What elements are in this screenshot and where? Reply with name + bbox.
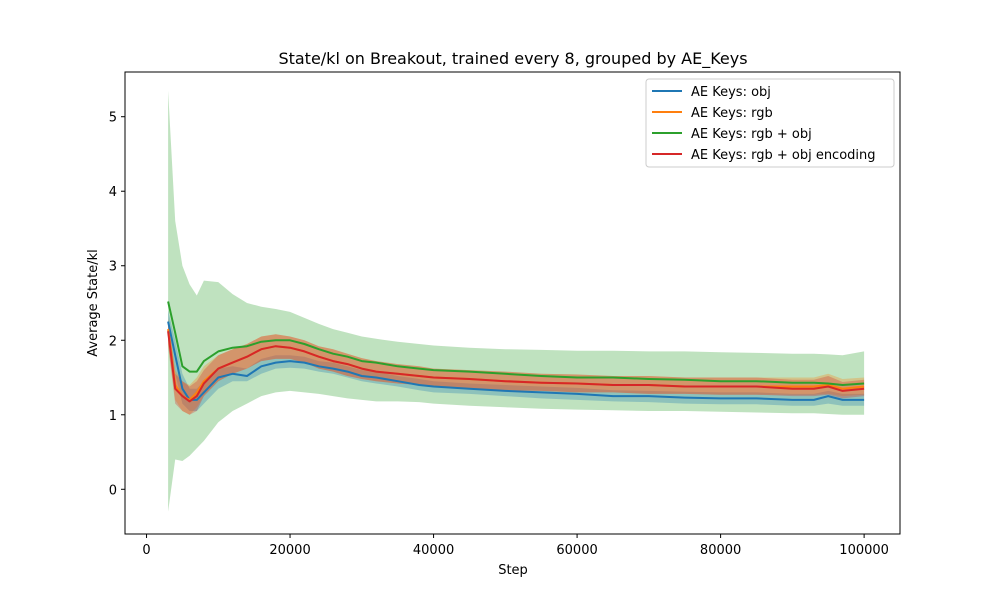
y-tick-label: 3 (109, 260, 117, 275)
legend-label: AE Keys: rgb + obj encoding (691, 148, 876, 163)
band-ae-keys-rgb (168, 317, 865, 415)
legend-label: AE Keys: rgb (691, 106, 773, 121)
y-tick-label: 0 (109, 483, 117, 498)
legend-label: AE Keys: rgb + obj (691, 127, 812, 142)
x-tick-label: 80000 (700, 543, 741, 558)
x-tick-label: 60000 (556, 543, 597, 558)
legend-box (645, 78, 895, 168)
y-tick-label: 1 (109, 409, 117, 424)
x-tick-label: 100000 (839, 543, 889, 558)
y-tick-label: 4 (109, 185, 117, 200)
x-axis-label: Step (498, 563, 528, 578)
y-axis: 0 1 2 3 4 5 (109, 111, 125, 498)
x-axis: 0 20000 40000 60000 80000 100000 (142, 534, 889, 558)
x-tick-label: 0 (142, 543, 150, 558)
y-tick-label: 2 (109, 334, 117, 349)
x-tick-label: 40000 (413, 543, 454, 558)
series-lines (167, 301, 865, 403)
plot-frame (124, 71, 901, 535)
legend: AE Keys: obj AE Keys: rgb AE Keys: rgb + o… (645, 78, 895, 168)
legend-label: AE Keys: obj (691, 85, 771, 100)
y-tick-label: 5 (109, 111, 117, 126)
chart-title: State/kl on Breakout, trained every 8, g… (278, 49, 747, 69)
line-ae-keys-obj (167, 321, 865, 401)
x-tick-label: 20000 (269, 543, 310, 558)
band-ae-keys-rgb-obj-encoding (168, 319, 865, 415)
band-ae-keys-rgb-obj (168, 90, 865, 512)
line-ae-keys-rgb-obj-encoding (167, 331, 865, 403)
line-ae-keys-rgb-obj (167, 301, 865, 386)
y-axis-label: Average State/kl (86, 249, 101, 356)
